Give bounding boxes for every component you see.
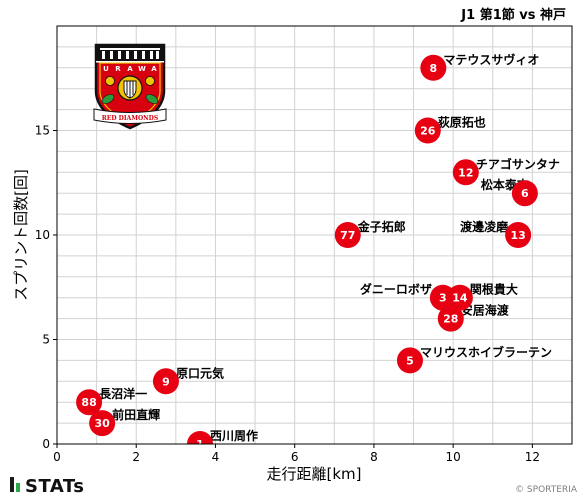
player-number-label: 26 [420,125,436,138]
crest-letter: A [151,65,157,73]
stats-brand-text: STATs [25,476,84,496]
player-number-label: 14 [452,292,468,305]
player-data-point [452,159,479,186]
copyright-text: © SPORTERIA [515,485,578,495]
grid-lines [57,26,572,444]
crest-center-emblem [117,75,143,101]
player-name-label: 金子拓郎 [357,219,406,234]
player-name-label: 長沼洋一 [99,386,147,401]
player-data-point [89,410,116,437]
player-name-label: 渡邊凌磨 [460,219,508,234]
player-data-point [334,222,361,248]
player-name-label: チアゴサンタナ [476,156,560,171]
crest-gate-motif [100,48,160,59]
player-number-label: 6 [521,187,529,200]
crest-letter: A [127,65,133,73]
player-number-label: 88 [81,396,96,409]
urawa-red-diamonds-crest-icon: U R A W A RED DIAMONDS [93,43,167,130]
player-name-label: ダニーロボザ [360,282,432,297]
player-number-label: 77 [340,229,355,242]
player-number-label: 8 [430,62,438,75]
player-data-point [505,222,532,248]
player-name-label: 荻原拓也 [438,115,486,130]
player-number-label: 13 [510,229,525,242]
y-tick-label: 5 [42,333,50,347]
crest-side-flowers [105,76,155,86]
crest-top-band [96,45,164,61]
crest-leaves [101,94,159,104]
player-number-label: 30 [95,417,111,430]
x-axis-label: 走行距離[km] [266,465,361,483]
player-data-point [152,368,179,395]
x-tick-label: 4 [212,450,220,464]
player-name-label: 安居海渡 [461,303,510,318]
player-name-label: 関根貴大 [470,282,518,297]
y-tick-label: 10 [35,228,50,242]
player-number-label: 3 [439,292,447,305]
crest-letter: R [115,65,121,73]
x-tick-label: 12 [525,450,540,464]
player-number-label: 12 [458,166,473,179]
y-axis-label: スプリント回数[回] [12,169,30,301]
crest-letters: U R A W A [103,65,157,73]
player-data-point [187,431,214,444]
x-tick-label: 10 [446,450,461,464]
crest-ribbon-text: RED DIAMONDS [102,115,158,122]
chart-title: J1 第1節 vs 神戸 [460,7,566,23]
player-markers [76,54,538,444]
axis-ticks: 0 2 4 6 8 10 12 0 5 10 15 [35,124,540,465]
crest-divider [96,61,164,63]
bar-chart-icon [10,477,20,492]
player-data-point [511,180,538,207]
player-name-label: 原口元気 [176,365,224,380]
player-data-point [446,284,473,311]
x-tick-label: 0 [53,450,61,464]
player-name-label: 前田直輝 [112,407,160,422]
crest-letter: U [103,65,109,73]
y-tick-label: 15 [35,124,50,138]
crest-ribbon [93,108,167,124]
player-name-label: 西川周作 [210,428,258,443]
y-tick-label: 0 [42,437,50,451]
x-tick-label: 2 [132,450,140,464]
player-name-label: マリウスホイブラーテン [420,344,552,359]
player-data-point [420,54,447,81]
player-data-point [396,347,423,374]
player-number-label: 9 [162,375,170,388]
x-tick-label: 8 [370,450,378,464]
player-data-point [437,305,464,332]
crest-letter: W [138,65,146,73]
player-name-label: マテウスサヴィオ [443,52,539,67]
player-data-point [414,117,441,144]
stats-brand-logo: STATs [10,476,84,496]
player-number-label: 5 [406,354,414,367]
x-tick-label: 6 [291,450,299,464]
player-data-point [76,389,103,416]
player-number-label: 28 [443,313,458,326]
